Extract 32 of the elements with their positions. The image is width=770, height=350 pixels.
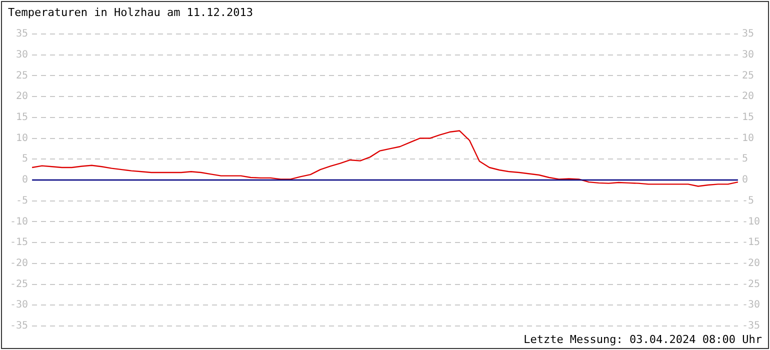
y-tick-label: 5 <box>22 154 28 165</box>
y-tick-label: 20 <box>16 91 28 102</box>
y2-tick-label: -10 <box>742 216 760 228</box>
y-tick-label: -5 <box>16 195 28 206</box>
y2-tick-label: 20 <box>742 91 754 102</box>
y2-tick-label: -5 <box>742 195 754 206</box>
y2-tick-label: 10 <box>742 132 754 144</box>
y2-tick-label: 15 <box>742 112 754 124</box>
y-tick-label: -25 <box>10 278 28 290</box>
y-tick-label: 30 <box>16 49 28 60</box>
y2-tick-label: -20 <box>742 258 760 270</box>
y2-tick-label: 35 <box>742 28 754 40</box>
y2-tick-label: 30 <box>742 49 754 60</box>
y-tick-label: -20 <box>10 258 28 270</box>
text: Letzte Messung: 03.04.2024 08:00 Uhr <box>524 333 762 346</box>
y2-tick-label: -15 <box>742 237 760 248</box>
y-tick-label: -10 <box>10 216 28 228</box>
chart-title: Temperaturen in Holzhau am 11.12.2013 <box>8 6 254 19</box>
y-tick-label: -30 <box>10 300 28 311</box>
y2-tick-label: 5 <box>742 154 748 165</box>
y2-tick-label: 0 <box>742 174 748 186</box>
y-tick-label: 10 <box>16 132 28 144</box>
y-tick-label: 35 <box>16 28 28 40</box>
y2-tick-label: -30 <box>742 300 760 311</box>
y2-tick-label: -25 <box>742 278 760 290</box>
y-tick-label: 25 <box>16 70 28 82</box>
y-tick-label: 15 <box>16 112 28 124</box>
y-tick-label: -15 <box>10 237 28 248</box>
y2-tick-label: 25 <box>742 70 754 82</box>
y-tick-label: 0 <box>22 174 28 186</box>
y-tick-label: -35 <box>10 320 28 332</box>
y2-tick-label: -35 <box>742 320 760 332</box>
